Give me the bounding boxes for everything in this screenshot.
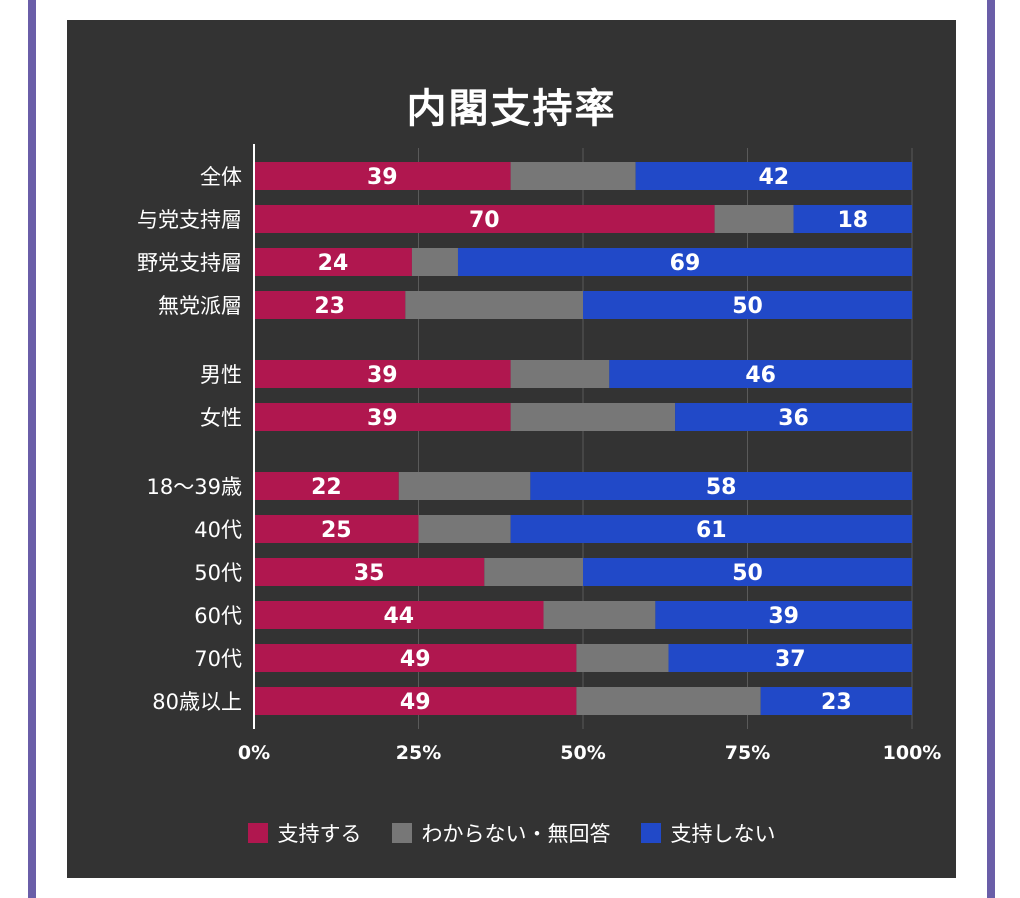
data-label: 69 xyxy=(670,251,701,276)
category-label: 全体 xyxy=(200,165,242,189)
bar-segment xyxy=(484,558,583,586)
data-label: 36 xyxy=(778,406,809,431)
x-axis-ticks: 0% 25% 50% 75% 100% xyxy=(238,742,941,764)
gridlines xyxy=(418,148,913,729)
data-label: 39 xyxy=(768,604,799,629)
data-label: 50 xyxy=(732,294,763,319)
category-label: 18〜39歳 xyxy=(147,475,242,499)
x-tick-label: 0% xyxy=(238,742,270,764)
category-label: 女性 xyxy=(200,406,242,430)
frame-border-right xyxy=(987,0,995,898)
data-label: 70 xyxy=(469,208,500,233)
bar-segment xyxy=(583,291,912,319)
category-label: 40代 xyxy=(194,518,242,542)
bar-segment xyxy=(675,403,912,431)
data-label: 61 xyxy=(696,518,727,543)
data-label: 44 xyxy=(383,604,414,629)
data-label: 22 xyxy=(311,475,342,500)
legend-label: わからない・無回答 xyxy=(421,822,611,846)
bar-segment xyxy=(510,162,636,190)
data-label: 50 xyxy=(732,561,763,586)
legend-item: 支持する xyxy=(247,818,362,848)
legend-item: 支持しない xyxy=(640,818,776,848)
bar-segment xyxy=(254,687,577,715)
data-label: 39 xyxy=(367,406,398,431)
bar-segment xyxy=(254,248,412,276)
bar-segment xyxy=(714,205,794,233)
chart-title: 内閣支持率 xyxy=(406,86,617,132)
bar-segment xyxy=(530,472,912,500)
bar-segment xyxy=(510,360,610,388)
bar-segment xyxy=(793,205,912,233)
category-label: 80歳以上 xyxy=(152,690,242,714)
bar-segment xyxy=(576,644,669,672)
bar-segment xyxy=(583,558,912,586)
category-label: 50代 xyxy=(194,561,242,585)
category-label: 野党支持層 xyxy=(137,251,242,275)
data-label: 24 xyxy=(318,251,349,276)
data-label: 25 xyxy=(321,518,352,543)
bar-segment xyxy=(254,644,577,672)
bar-segment xyxy=(398,472,531,500)
x-tick-label: 75% xyxy=(725,742,770,764)
bar-segment xyxy=(254,515,419,543)
bar-segment xyxy=(254,291,406,319)
frame-border-left xyxy=(28,0,36,898)
data-label: 42 xyxy=(759,165,790,190)
data-label: 23 xyxy=(314,294,345,319)
category-label: 無党派層 xyxy=(158,294,242,318)
legend-swatch xyxy=(391,823,412,843)
bar-segment xyxy=(254,403,511,431)
legend-swatch xyxy=(247,823,268,843)
category-label: 70代 xyxy=(194,647,242,671)
bar-segment xyxy=(609,360,912,388)
legend-swatch xyxy=(640,823,661,843)
category-label: 男性 xyxy=(200,363,242,387)
data-label: 49 xyxy=(400,647,431,672)
data-label: 46 xyxy=(745,363,776,388)
bar-segment xyxy=(254,162,511,190)
bar-segment xyxy=(254,472,399,500)
bar-segment xyxy=(635,162,912,190)
data-label: 39 xyxy=(367,363,398,388)
category-label: 与党支持層 xyxy=(137,208,242,232)
data-label: 39 xyxy=(367,165,398,190)
data-label: 37 xyxy=(775,647,806,672)
bar-segment xyxy=(543,601,656,629)
legend-item: わからない・無回答 xyxy=(391,818,611,848)
bar-segment xyxy=(510,515,912,543)
legend-label: 支持する xyxy=(277,822,362,846)
data-label: 35 xyxy=(354,561,385,586)
stacked-bar-chart: 39 42 全体 70 18 与党支持層 24 69 野党支持層 23 50 無党派層 39 46 男性 39… xyxy=(137,144,941,764)
bars: 39 42 全体 70 18 与党支持層 24 69 野党支持層 23 50 無党派層 39 46 男性 39… xyxy=(137,162,912,715)
bar-segment xyxy=(254,558,485,586)
data-label: 18 xyxy=(837,208,868,233)
x-tick-label: 100% xyxy=(883,742,942,764)
bar-segment xyxy=(405,291,583,319)
chart-panel: 内閣支持率 39 42 全体 70 18 与党支持層 24 69 野党支持層 23 50 無党派層 39… xyxy=(67,20,956,878)
bar-segment xyxy=(510,403,676,431)
data-label: 58 xyxy=(706,475,737,500)
bar-segment xyxy=(254,360,511,388)
bar-segment xyxy=(411,248,458,276)
bar-segment xyxy=(254,205,715,233)
bar-segment xyxy=(760,687,912,715)
x-tick-label: 25% xyxy=(396,742,441,764)
bar-segment xyxy=(457,248,912,276)
x-tick-label: 50% xyxy=(560,742,605,764)
category-label: 60代 xyxy=(194,604,242,628)
bar-segment xyxy=(576,687,761,715)
bar-segment xyxy=(668,644,912,672)
chart-legend: 支持する わからない・無回答 支持しない xyxy=(67,818,956,848)
bar-segment xyxy=(655,601,912,629)
bar-segment xyxy=(418,515,511,543)
data-label: 49 xyxy=(400,690,431,715)
bar-segment xyxy=(254,601,544,629)
data-label: 23 xyxy=(821,690,852,715)
legend-label: 支持しない xyxy=(670,822,776,846)
